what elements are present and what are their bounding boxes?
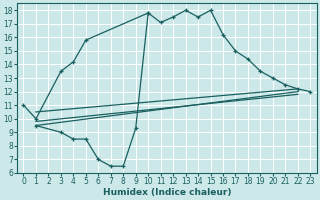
X-axis label: Humidex (Indice chaleur): Humidex (Indice chaleur) [103, 188, 231, 197]
